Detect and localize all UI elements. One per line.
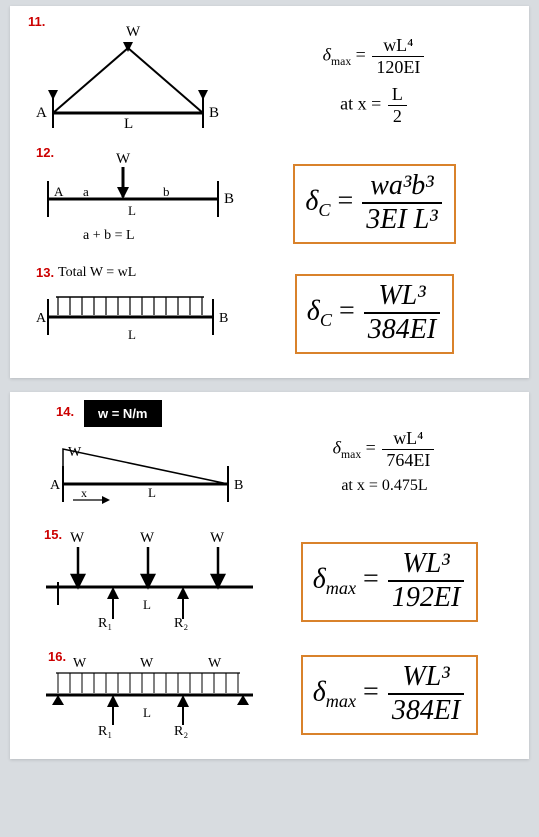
sheet-1: 11. W A B L δmax = wL⁴120EI <box>10 6 529 378</box>
svg-text:A: A <box>36 105 47 121</box>
svg-text:R₁: R₁ <box>98 724 112 739</box>
svg-text:W: W <box>208 656 222 671</box>
eq-14-location: at x = 0.475L <box>341 477 427 495</box>
diagram-svg-11: W A B L <box>28 18 228 138</box>
svg-text:W: W <box>140 530 155 546</box>
diagram-12: 12. W A a b B L a + b = L <box>28 151 238 256</box>
row-number-13: 13. <box>36 265 54 280</box>
svg-text:A: A <box>54 184 64 199</box>
sheet-2: 14. w = N/m W A B x L δmax = wL⁴764EI at <box>10 392 529 759</box>
row-14: 14. w = N/m W A B x L δmax = wL⁴764EI at <box>28 404 511 519</box>
svg-text:L: L <box>148 485 156 500</box>
svg-text:a: a <box>83 184 89 199</box>
row-13: 13. Total W = wL A B L <box>28 264 511 364</box>
eq-14-deflection: δmax = wL⁴764EI <box>333 428 437 471</box>
svg-text:W: W <box>68 445 82 460</box>
svg-text:W: W <box>70 530 85 546</box>
svg-text:R₁: R₁ <box>98 616 112 631</box>
diagram-14: 14. w = N/m W A B x L <box>28 404 258 519</box>
svg-text:B: B <box>209 105 219 121</box>
diagram-11: 11. W A B L <box>28 18 238 143</box>
row-number-16: 16. <box>48 649 66 664</box>
svg-text:W: W <box>116 151 131 167</box>
svg-text:W: W <box>210 530 225 546</box>
formulas-12: δC = wa³b³3EI L³ <box>238 164 511 244</box>
diagram-15: 15. W W W R₁ R₂ L <box>28 527 268 637</box>
row-13-title: Total W = wL <box>58 265 136 281</box>
svg-text:L: L <box>128 203 136 218</box>
svg-text:B: B <box>224 191 234 207</box>
eq-11-deflection: δmax = wL⁴120EI <box>323 35 427 78</box>
diagram-16: 16. W W W <box>28 645 268 745</box>
row-number-15: 15. <box>44 527 62 542</box>
svg-text:R₂: R₂ <box>174 616 188 631</box>
row-11: 11. W A B L δmax = wL⁴120EI <box>28 18 511 143</box>
row-number-11: 11. <box>28 14 45 29</box>
svg-text:B: B <box>219 311 228 326</box>
diagram-svg-12: W A a b B L a + b = L <box>28 151 238 251</box>
diagram-svg-15: W W W R₁ R₂ L <box>28 527 268 632</box>
row-15: 15. W W W R₁ R₂ L <box>28 527 511 637</box>
row-16: 16. W W W <box>28 645 511 745</box>
svg-text:A: A <box>36 311 47 326</box>
svg-text:B: B <box>234 478 243 493</box>
eq-15-boxed: δmax = WL³192EI <box>301 542 479 622</box>
svg-text:a + b = L: a + b = L <box>83 228 135 243</box>
formulas-11: δmax = wL⁴120EI at x = L2 <box>238 35 511 127</box>
eq-16-boxed: δmax = WL³384EI <box>301 655 479 735</box>
formulas-15: δmax = WL³192EI <box>268 542 511 622</box>
svg-text:R₂: R₂ <box>174 724 188 739</box>
svg-text:L: L <box>143 597 151 612</box>
eq-12-boxed: δC = wa³b³3EI L³ <box>293 164 455 244</box>
svg-text:b: b <box>163 184 170 199</box>
svg-text:x: x <box>81 486 87 500</box>
eq-11-location: at x = L2 <box>340 84 409 127</box>
formulas-14: δmax = wL⁴764EI at x = 0.475L <box>258 428 511 495</box>
eq-13-boxed: δC = WL³384EI <box>295 274 454 354</box>
row-number-12: 12. <box>36 145 54 160</box>
formulas-16: δmax = WL³384EI <box>268 655 511 735</box>
svg-text:W: W <box>126 24 141 40</box>
svg-text:A: A <box>50 478 61 493</box>
row-number-14: 14. <box>56 404 74 419</box>
svg-text:L: L <box>143 705 151 720</box>
row-12: 12. W A a b B L a + b = L δC = wa³b³3EI … <box>28 151 511 256</box>
svg-text:L: L <box>128 327 136 342</box>
diagram-13: 13. Total W = wL A B L <box>28 267 238 362</box>
formulas-13: δC = WL³384EI <box>238 274 511 354</box>
row-14-blackbox: w = N/m <box>84 400 162 427</box>
svg-text:W: W <box>140 656 154 671</box>
svg-text:L: L <box>124 116 133 132</box>
svg-text:W: W <box>73 656 87 671</box>
